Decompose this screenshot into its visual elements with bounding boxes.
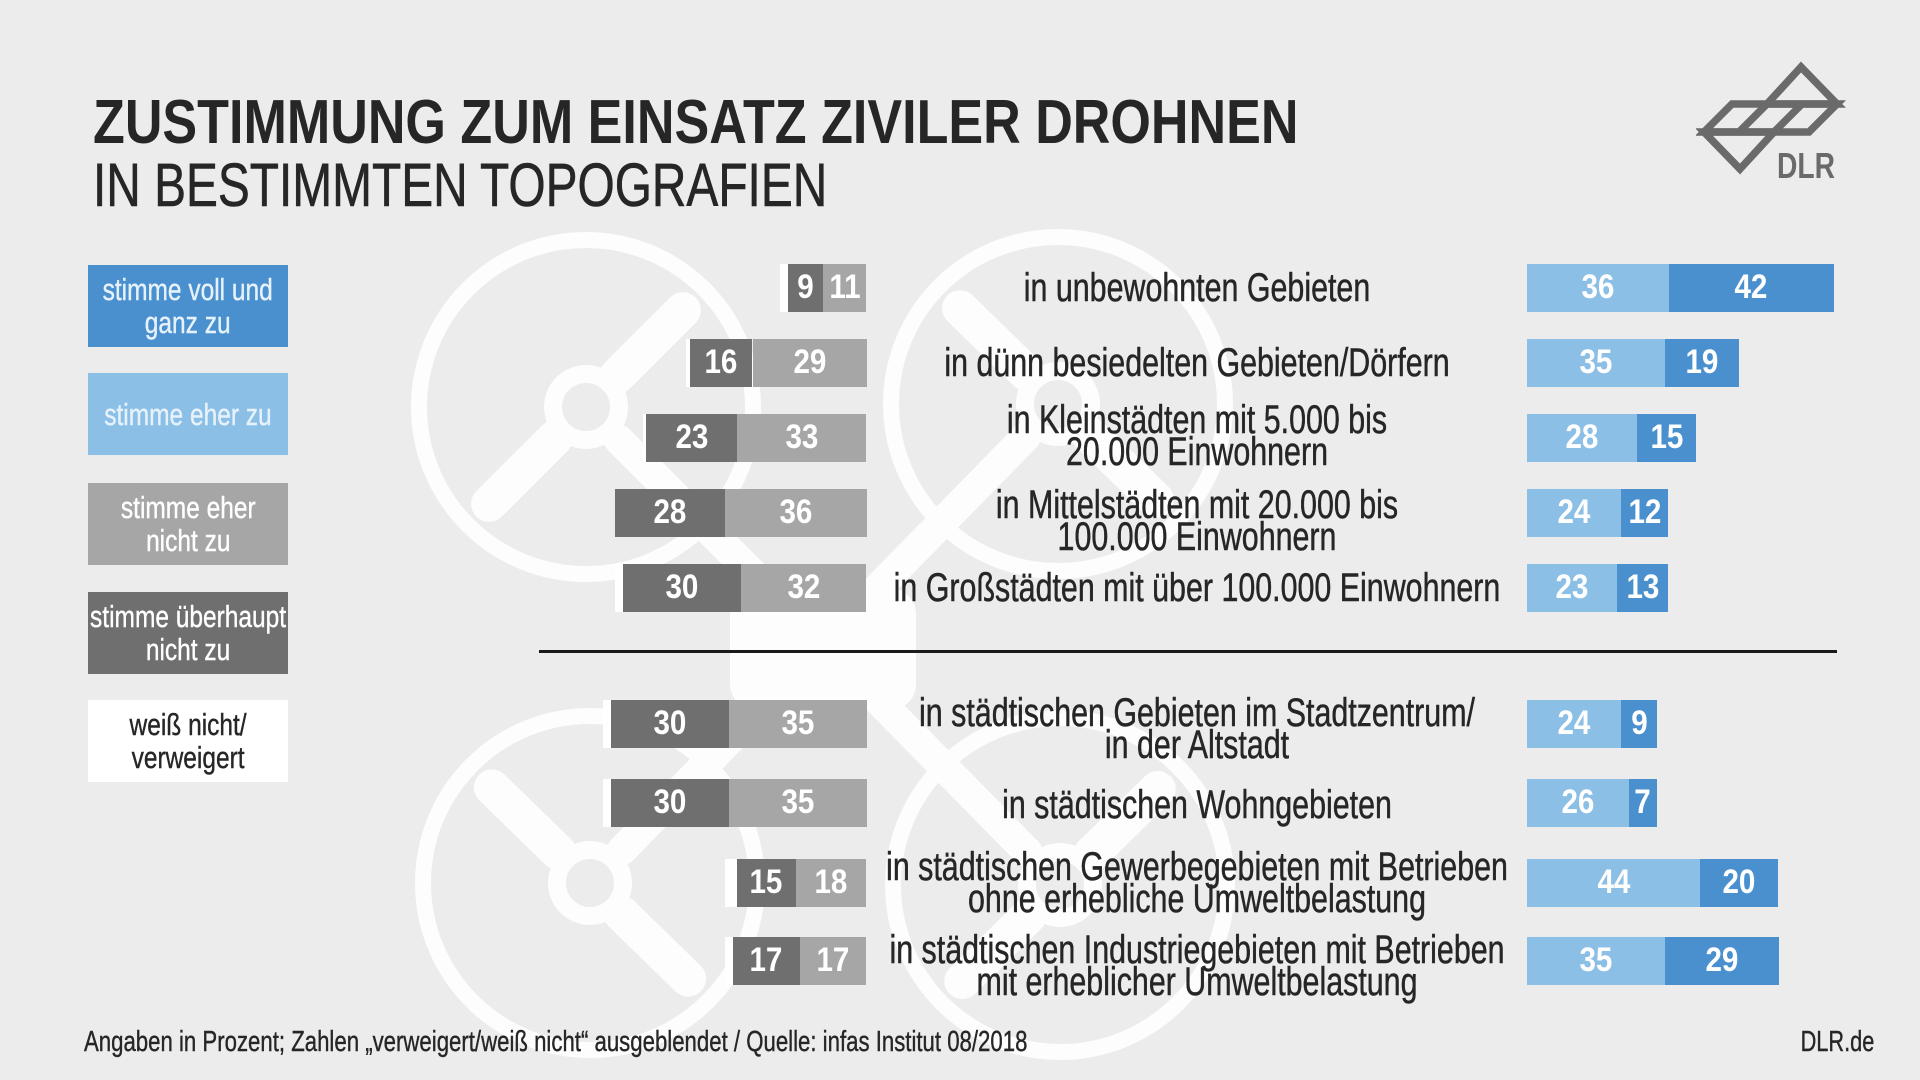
svg-text:DLR: DLR: [1777, 145, 1835, 185]
